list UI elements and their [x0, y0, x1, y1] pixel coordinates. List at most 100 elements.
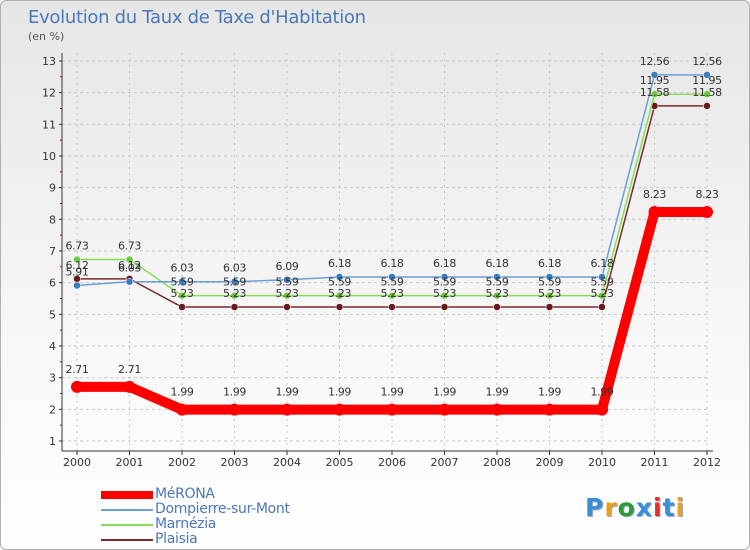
data-label: 5.91 [66, 266, 89, 279]
legend-item: Marnézia [101, 516, 361, 532]
data-point [281, 403, 293, 416]
legend-item: MéRONA [101, 486, 361, 502]
x-tick-label: 2006 [378, 456, 406, 469]
data-label: 5.59 [433, 276, 456, 289]
data-point [230, 277, 239, 286]
x-tick-label: 2010 [588, 456, 616, 469]
legend-swatch [101, 524, 153, 526]
data-point [73, 281, 81, 290]
data-label: 5.23 [591, 287, 614, 300]
legend-label: MéRONA [155, 486, 215, 502]
data-point [598, 291, 606, 300]
data-point [333, 403, 346, 416]
data-point [335, 303, 344, 311]
data-label: 6.03 [118, 262, 141, 275]
chart-title: Evolution du Taux de Taxe d'Habitation [28, 7, 366, 28]
x-tick-label: 2003 [221, 456, 249, 469]
data-label: 1.99 [486, 386, 509, 399]
data-label: 12.56 [640, 55, 670, 68]
data-point [648, 206, 661, 219]
data-point [71, 380, 83, 393]
data-point [703, 90, 711, 98]
data-point [598, 303, 606, 311]
data-point [438, 403, 451, 416]
proxiti-logo: Proxiti [585, 493, 685, 522]
series [71, 71, 713, 416]
data-point [335, 273, 344, 281]
y-tick-label: 5 [49, 308, 56, 321]
data-label: 1.99 [223, 386, 246, 399]
data-point [703, 71, 711, 79]
data-label: 6.09 [276, 260, 299, 273]
data-point [388, 291, 396, 300]
data-label: 6.12 [66, 259, 89, 272]
data-labels: 2.71 2.71 1.99 1.99 1.99 1.99 1.99 1.99 1.99 1.99… [66, 55, 723, 399]
data-label: 5.23 [328, 287, 351, 300]
data-point [178, 277, 186, 286]
data-point [543, 403, 556, 416]
legend-swatch [101, 539, 153, 541]
data-label: 12.56 [692, 55, 722, 68]
data-label: 8.23 [696, 188, 719, 201]
legend-label: Plaisia [155, 531, 198, 547]
data-point [123, 380, 136, 393]
data-point [230, 291, 239, 300]
data-point [596, 403, 608, 416]
data-label: 5.59 [381, 276, 404, 289]
logo-letter: P [585, 493, 605, 522]
data-label: 8.23 [643, 188, 666, 201]
data-point [125, 277, 134, 286]
data-point [335, 291, 344, 300]
data-point [176, 403, 188, 416]
data-point [283, 303, 291, 311]
data-label: 6.73 [66, 240, 89, 253]
data-point [440, 291, 449, 300]
data-label: 5.59 [223, 276, 246, 289]
data-point [440, 273, 449, 281]
data-point [493, 291, 501, 300]
data-label: 5.23 [171, 287, 194, 300]
logo-letter: t [662, 493, 676, 522]
legend-item: Dompierre-sur-Mont [101, 501, 361, 517]
data-point [178, 303, 186, 311]
data-point [493, 273, 501, 281]
data-label: 5.59 [591, 276, 614, 289]
y-tick-label: 11 [42, 118, 56, 131]
y-tick-label: 12 [42, 87, 56, 100]
series-line-m-rona [72, 207, 712, 415]
y-tick-label: 3 [49, 372, 56, 385]
x-tick-label: 2008 [483, 456, 511, 469]
y-tick-label: 6 [49, 277, 56, 290]
legend-item: Plaisia [101, 531, 361, 547]
data-label: 6.18 [381, 257, 404, 270]
data-label: 1.99 [328, 386, 351, 399]
x-tick-label: 2012 [693, 456, 721, 469]
data-label: 11.58 [640, 86, 670, 99]
y-tick-label: 4 [49, 340, 56, 353]
data-label: 2.71 [118, 363, 141, 376]
data-label: 6.18 [433, 257, 456, 270]
data-label: 5.59 [276, 276, 299, 289]
data-label: 5.23 [538, 287, 561, 300]
data-point [230, 303, 239, 311]
x-tick-label: 2002 [168, 456, 196, 469]
data-point [178, 291, 186, 300]
data-label: 5.23 [381, 287, 404, 300]
data-label: 11.95 [692, 74, 722, 87]
data-point [650, 71, 659, 79]
data-label: 1.99 [433, 386, 456, 399]
logo-letter: x [635, 493, 653, 522]
data-point [493, 303, 501, 311]
data-point [440, 303, 449, 311]
data-point [73, 255, 81, 264]
y-tick-label: 10 [42, 150, 56, 163]
x-tick-label: 2011 [641, 456, 669, 469]
logo-letter: i [675, 493, 686, 522]
logo-letter: i [653, 493, 663, 522]
data-label: 11.58 [692, 86, 722, 99]
data-point [283, 291, 291, 300]
data-label: 11.95 [640, 74, 670, 87]
